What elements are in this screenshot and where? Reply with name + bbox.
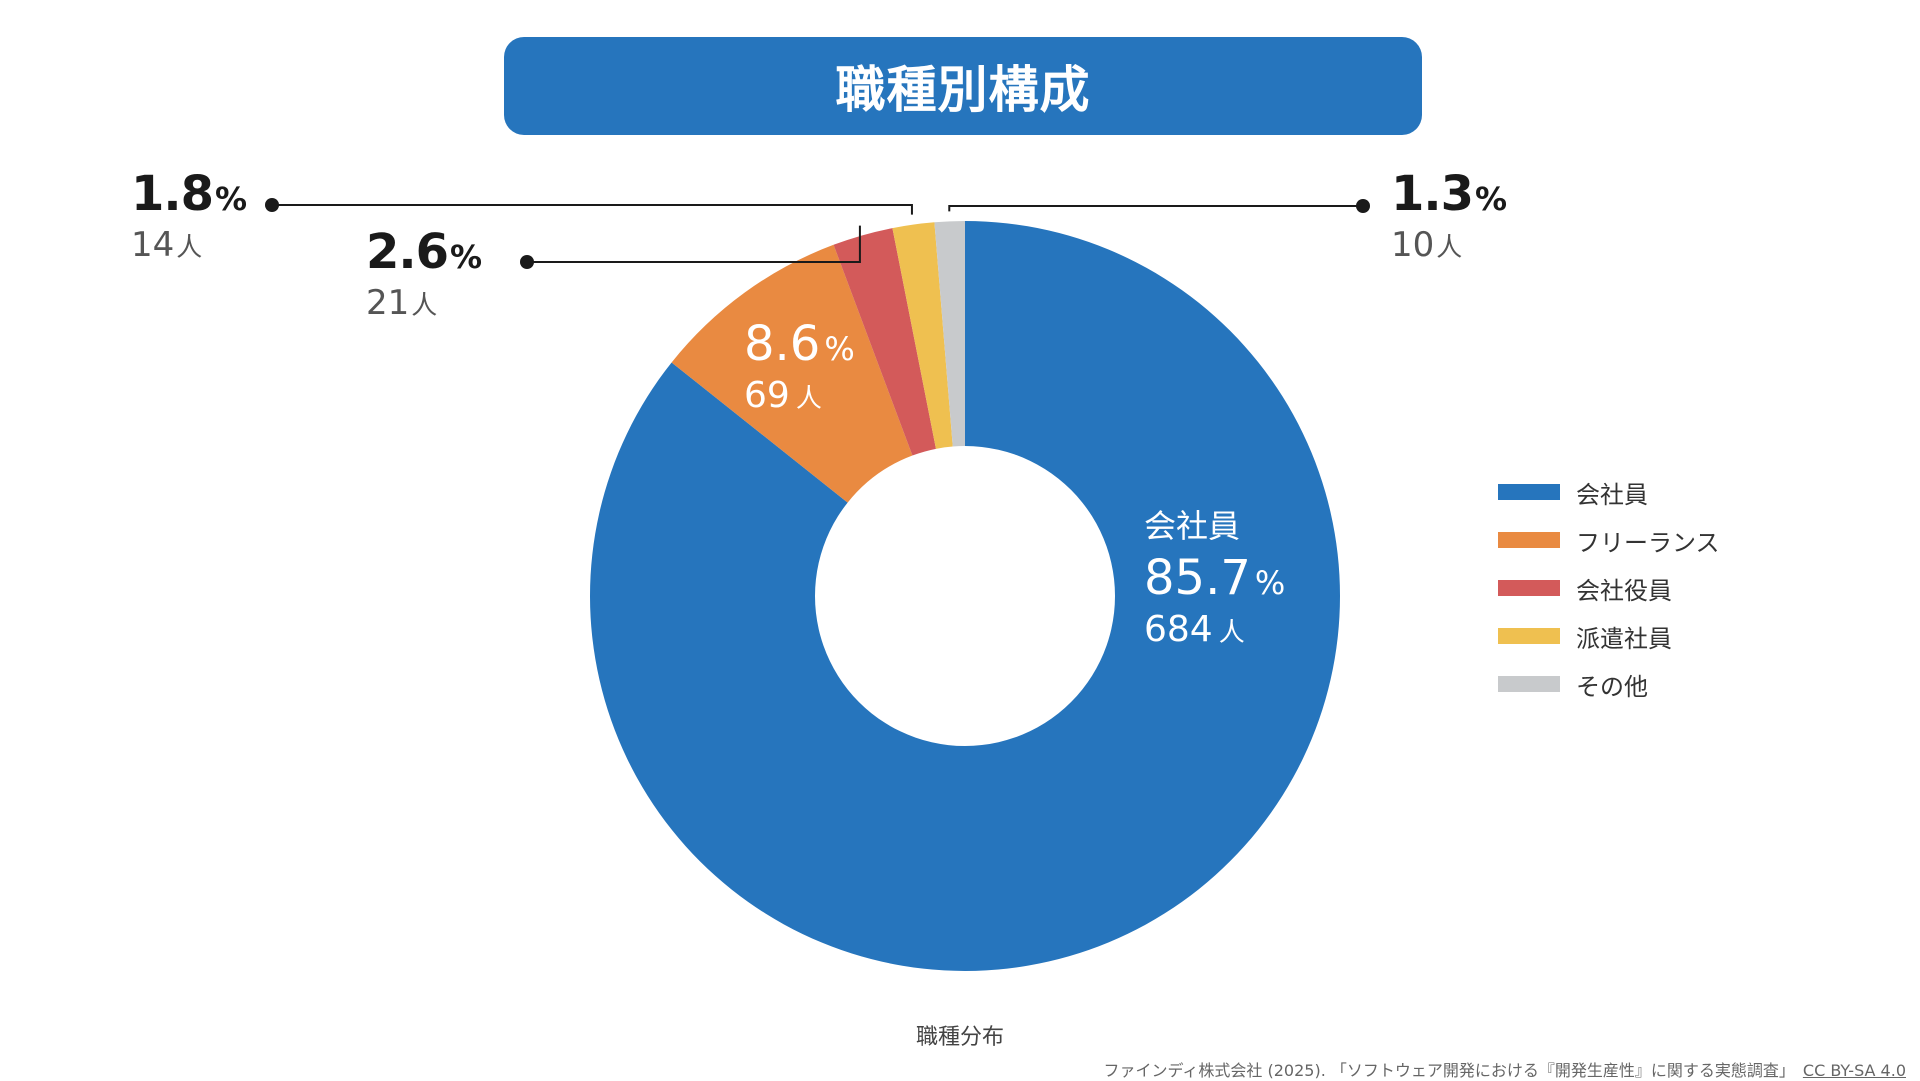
leader-dot-dispatch	[265, 198, 279, 212]
legend-label-dispatch: 派遣社員	[1576, 624, 1672, 653]
callout-executive: 2.6% 21人	[366, 228, 482, 323]
slice-employee	[590, 221, 1340, 971]
count-value-employee: 684	[1144, 609, 1213, 650]
category-employee: 会社員	[1144, 507, 1241, 545]
chart-title: 職種別構成	[504, 37, 1422, 135]
pct-value-other: 1.3	[1391, 166, 1474, 222]
count-value-freelance: 69	[744, 375, 790, 416]
legend-swatch-other	[1498, 676, 1560, 692]
legend: 会社員 フリーランス 会社役員 派遣社員 その他	[1498, 468, 1720, 708]
source-credit: ファインディ株式会社 (2025). 「ソフトウェア開発における『開発生産性』に…	[1104, 1057, 1906, 1081]
legend-swatch-employee	[1498, 484, 1560, 500]
pct-value-dispatch: 1.8	[131, 166, 214, 222]
pct-unit-employee: %	[1254, 564, 1286, 602]
legend-label-executive: 会社役員	[1576, 576, 1672, 605]
callout-dispatch: 1.8% 14人	[131, 170, 247, 265]
chart-caption: 職種分布	[915, 1025, 1004, 1050]
count-value-executive: 21	[366, 283, 410, 323]
label-freelance: 8.6% 69 人	[744, 320, 855, 414]
leader-dot-executive	[520, 255, 534, 269]
legend-item-freelance: フリーランス	[1498, 516, 1720, 564]
pct-unit-other: %	[1475, 180, 1507, 218]
label-employee: 会社員 85.7% 684 人	[1144, 510, 1285, 648]
legend-item-employee: 会社員	[1498, 468, 1720, 516]
legend-swatch-freelance	[1498, 532, 1560, 548]
count-unit-executive: 人	[411, 291, 438, 321]
source-text: ファインディ株式会社 (2025). 「ソフトウェア開発における『開発生産性』に…	[1103, 1061, 1795, 1080]
count-unit-freelance: 人	[795, 384, 822, 414]
legend-label-employee: 会社員	[1576, 480, 1648, 509]
count-unit-other: 人	[1436, 233, 1463, 263]
leader-dot-other	[1356, 199, 1370, 213]
callout-other: 1.3% 10人	[1391, 170, 1507, 265]
count-unit-dispatch: 人	[176, 233, 203, 263]
count-unit-employee: 人	[1218, 618, 1245, 648]
slice-dispatch	[892, 222, 953, 449]
pct-unit-dispatch: %	[215, 180, 247, 218]
license-link[interactable]: CC BY-SA 4.0	[1802, 1061, 1906, 1080]
count-value-dispatch: 14	[131, 225, 175, 265]
pct-value-executive: 2.6	[366, 224, 449, 280]
leader-line-executive	[527, 225, 861, 263]
legend-item-dispatch: 派遣社員	[1498, 612, 1720, 660]
slice-other	[934, 221, 965, 447]
count-value-other: 10	[1391, 225, 1435, 265]
pct-unit-freelance: %	[824, 330, 855, 368]
legend-item-other: その他	[1498, 660, 1720, 708]
legend-label-freelance: フリーランス	[1576, 528, 1720, 557]
pct-value-employee: 85.7	[1144, 550, 1251, 606]
slice-executive	[833, 228, 936, 456]
leader-line-dispatch	[272, 204, 913, 215]
leader-line-other	[948, 205, 1363, 212]
pct-value-freelance: 8.6	[744, 316, 821, 372]
legend-swatch-executive	[1498, 580, 1560, 596]
legend-swatch-dispatch	[1498, 628, 1560, 644]
pct-unit-executive: %	[450, 238, 482, 276]
legend-label-other: その他	[1576, 672, 1648, 701]
legend-item-executive: 会社役員	[1498, 564, 1720, 612]
slice-freelance	[671, 244, 913, 503]
